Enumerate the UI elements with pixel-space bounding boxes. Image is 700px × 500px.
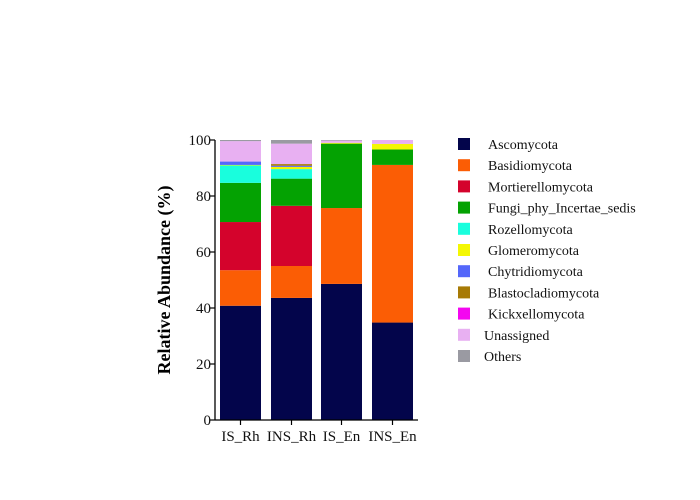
legend-label-Fungi_phy_Incertae_sedis: Fungi_phy_Incertae_sedis — [488, 202, 636, 217]
legend-label-Chytridiomycota: Chytridiomycota — [488, 265, 584, 280]
legend-label-Mortierellomycota: Mortierellomycota — [488, 180, 594, 195]
legend-swatch-Others — [458, 350, 470, 362]
bar-segment-INS_Rh-Fungi_phy_Incertae_sedis — [271, 178, 312, 206]
legend-label-Glomeromycota: Glomeromycota — [488, 244, 580, 259]
bar-segment-IS_Rh-Ascomycota — [220, 305, 261, 420]
bar-segment-IS_Rh-Chytridiomycota — [220, 161, 261, 165]
bar-segment-INS_Rh-Basidiomycota — [271, 266, 312, 298]
bar-segment-INS_Rh-Blastocladiomycota — [271, 164, 312, 166]
y-tick-label-40: 40 — [196, 301, 211, 317]
y-axis-title: Relative Abundance (%) — [154, 185, 175, 374]
bar-segment-INS_Rh-Ascomycota — [271, 297, 312, 420]
bar-segment-IS_En-Basidiomycota — [321, 208, 362, 284]
bars-group — [220, 140, 413, 420]
legend-label-Kickxellomycota: Kickxellomycota — [488, 308, 585, 323]
bar-segment-IS_En-Ascomycota — [321, 283, 362, 420]
bar-segment-INS_En-Glomeromycota — [372, 143, 413, 150]
bar-segment-INS_En-Ascomycota — [372, 322, 413, 420]
bar-segment-INS_Rh-Unassigned — [271, 143, 312, 165]
bar-segment-IS_Rh-Fungi_phy_Incertae_sedis — [220, 182, 261, 223]
legend-swatch-Mortierellomycota — [458, 180, 470, 193]
legend-label-Ascomycota: Ascomycota — [488, 138, 559, 153]
y-tick-label-80: 80 — [196, 189, 211, 205]
x-tick-label-IS_Rh: IS_Rh — [221, 429, 260, 445]
legend-swatch-Blastocladiomycota — [458, 286, 470, 299]
y-ticks-group: 0 20 40 60 80 100 — [189, 133, 215, 429]
legend-label-Blastocladiomycota: Blastocladiomycota — [488, 286, 600, 301]
bar-segment-INS_Rh-Others — [271, 140, 312, 144]
y-tick-label-60: 60 — [196, 245, 211, 261]
legend-swatch-Ascomycota — [458, 138, 470, 150]
legend-swatch-Unassigned — [458, 328, 470, 341]
legend: Ascomycota Basidiomycota Mortierellomycota… — [458, 138, 636, 365]
x-tick-label-IS_En: IS_En — [323, 429, 361, 445]
bar-segment-IS_Rh-Rozellomycota — [220, 165, 261, 183]
legend-swatch-Fungi_phy_Incertae_sedis — [458, 201, 470, 214]
bar-segment-INS_Rh-Chytridiomycota — [271, 165, 312, 167]
bar-segment-IS_Rh-Mortierellomycota — [220, 222, 261, 271]
y-tick-label-100: 100 — [189, 133, 212, 149]
bar-segment-INS_Rh-Mortierellomycota — [271, 205, 312, 266]
legend-swatch-Basidiomycota — [458, 159, 470, 172]
bar-segment-IS_En-Unassigned — [321, 140, 362, 143]
x-ticks-group: IS_Rh INS_Rh IS_En INS_En — [221, 420, 417, 445]
bar-segment-INS_En-Fungi_phy_Incertae_sedis — [372, 149, 413, 165]
x-tick-label-INS_Rh: INS_Rh — [267, 429, 317, 445]
bar-segment-IS_Rh-Unassigned — [220, 141, 261, 162]
legend-swatch-Chytridiomycota — [458, 265, 470, 278]
legend-label-Unassigned: Unassigned — [484, 329, 549, 344]
y-tick-label-0: 0 — [204, 413, 212, 429]
bar-segment-IS_En-Others — [321, 140, 362, 141]
bar-segment-IS_Rh-Basidiomycota — [220, 270, 261, 306]
legend-label-Rozellomycota: Rozellomycota — [488, 223, 574, 238]
legend-label-Others: Others — [484, 350, 521, 365]
legend-label-Basidiomycota: Basidiomycota — [488, 159, 573, 174]
bar-segment-INS_En-Unassigned — [372, 140, 413, 144]
bar-segment-INS_En-Basidiomycota — [372, 164, 413, 323]
bar-segment-IS_Rh-Glomeromycota — [220, 164, 261, 166]
legend-swatch-Glomeromycota — [458, 244, 470, 256]
bar-segment-IS_En-Fungi_phy_Incertae_sedis — [321, 143, 362, 209]
bar-segment-IS_Rh-Others — [220, 140, 261, 142]
y-tick-label-20: 20 — [196, 357, 211, 373]
bar-segment-IS_En-Glomeromycota — [321, 142, 362, 144]
x-tick-label-INS_En: INS_En — [368, 429, 417, 445]
legend-swatch-Kickxellomycota — [458, 307, 470, 320]
legend-swatch-Rozellomycota — [458, 222, 470, 235]
bar-segment-INS_Rh-Glomeromycota — [271, 166, 312, 170]
bar-segment-INS_Rh-Rozellomycota — [271, 169, 312, 179]
